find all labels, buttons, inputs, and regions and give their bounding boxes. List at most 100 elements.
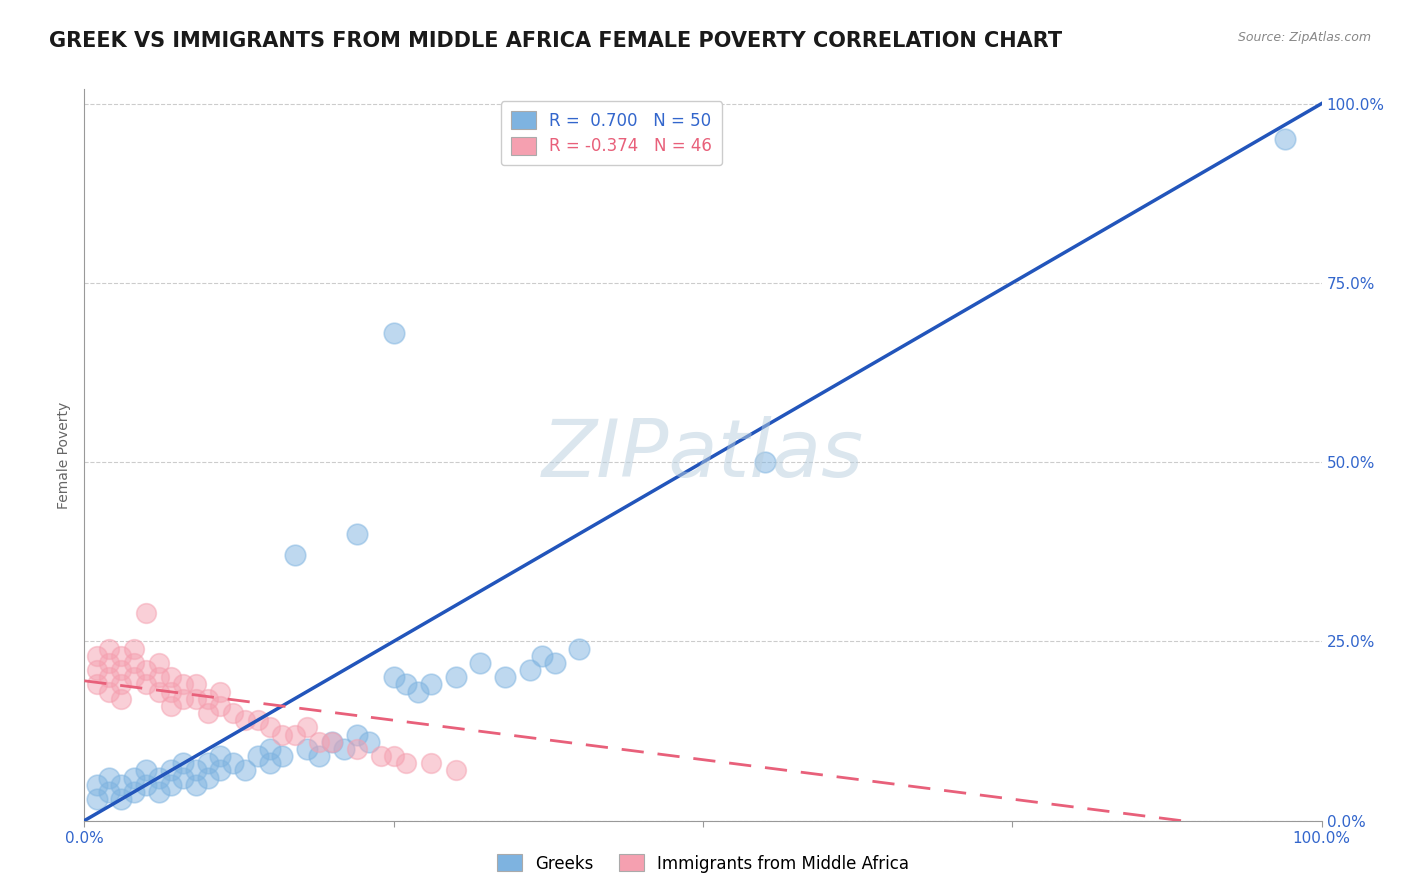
Point bbox=[122, 641, 145, 656]
Y-axis label: Female Poverty: Female Poverty bbox=[58, 401, 72, 508]
Point bbox=[246, 749, 269, 764]
Point bbox=[543, 656, 565, 670]
Point bbox=[259, 742, 281, 756]
Legend: Greeks, Immigrants from Middle Africa: Greeks, Immigrants from Middle Africa bbox=[491, 847, 915, 880]
Text: Source: ZipAtlas.com: Source: ZipAtlas.com bbox=[1237, 31, 1371, 45]
Point bbox=[98, 641, 121, 656]
Point bbox=[370, 749, 392, 764]
Point bbox=[308, 735, 330, 749]
Point bbox=[197, 691, 219, 706]
Point bbox=[346, 728, 368, 742]
Point bbox=[382, 670, 405, 684]
Point bbox=[98, 771, 121, 785]
Point bbox=[197, 771, 219, 785]
Point bbox=[122, 771, 145, 785]
Point bbox=[321, 735, 343, 749]
Point bbox=[160, 670, 183, 684]
Point bbox=[98, 656, 121, 670]
Point bbox=[122, 785, 145, 799]
Point bbox=[98, 684, 121, 698]
Point bbox=[160, 684, 183, 698]
Point bbox=[148, 785, 170, 799]
Text: GREEK VS IMMIGRANTS FROM MIDDLE AFRICA FEMALE POVERTY CORRELATION CHART: GREEK VS IMMIGRANTS FROM MIDDLE AFRICA F… bbox=[49, 31, 1063, 51]
Point bbox=[172, 756, 194, 771]
Point bbox=[382, 326, 405, 340]
Point bbox=[395, 677, 418, 691]
Point bbox=[295, 742, 318, 756]
Point bbox=[135, 764, 157, 778]
Point bbox=[110, 792, 132, 806]
Point bbox=[86, 677, 108, 691]
Point bbox=[184, 677, 207, 691]
Point bbox=[172, 691, 194, 706]
Point bbox=[197, 756, 219, 771]
Point bbox=[160, 698, 183, 713]
Point bbox=[110, 648, 132, 663]
Point bbox=[209, 698, 232, 713]
Point bbox=[395, 756, 418, 771]
Point bbox=[172, 771, 194, 785]
Point bbox=[357, 735, 380, 749]
Point bbox=[135, 606, 157, 620]
Point bbox=[308, 749, 330, 764]
Point bbox=[295, 720, 318, 734]
Point bbox=[209, 684, 232, 698]
Point bbox=[110, 691, 132, 706]
Point bbox=[86, 792, 108, 806]
Point bbox=[148, 771, 170, 785]
Point bbox=[259, 756, 281, 771]
Point bbox=[271, 749, 294, 764]
Point bbox=[754, 455, 776, 469]
Point bbox=[246, 713, 269, 727]
Point bbox=[321, 735, 343, 749]
Point bbox=[259, 720, 281, 734]
Point bbox=[494, 670, 516, 684]
Point bbox=[110, 677, 132, 691]
Point bbox=[148, 656, 170, 670]
Point bbox=[184, 691, 207, 706]
Point bbox=[122, 656, 145, 670]
Point bbox=[148, 670, 170, 684]
Point bbox=[160, 764, 183, 778]
Point bbox=[160, 778, 183, 792]
Point bbox=[346, 742, 368, 756]
Point bbox=[184, 764, 207, 778]
Point bbox=[98, 670, 121, 684]
Point bbox=[135, 677, 157, 691]
Point bbox=[568, 641, 591, 656]
Point bbox=[197, 706, 219, 720]
Point bbox=[408, 684, 430, 698]
Text: ZIPatlas: ZIPatlas bbox=[541, 416, 865, 494]
Point bbox=[444, 670, 467, 684]
Point bbox=[470, 656, 492, 670]
Point bbox=[233, 764, 256, 778]
Point bbox=[86, 778, 108, 792]
Point bbox=[382, 749, 405, 764]
Point bbox=[209, 764, 232, 778]
Legend: R =  0.700   N = 50, R = -0.374   N = 46: R = 0.700 N = 50, R = -0.374 N = 46 bbox=[501, 101, 723, 165]
Point bbox=[122, 670, 145, 684]
Point bbox=[519, 663, 541, 677]
Point bbox=[222, 706, 245, 720]
Point bbox=[110, 778, 132, 792]
Point bbox=[148, 684, 170, 698]
Point bbox=[98, 785, 121, 799]
Point bbox=[172, 677, 194, 691]
Point bbox=[86, 648, 108, 663]
Point bbox=[284, 728, 307, 742]
Point bbox=[209, 749, 232, 764]
Point bbox=[135, 778, 157, 792]
Point bbox=[222, 756, 245, 771]
Point bbox=[1274, 132, 1296, 146]
Point bbox=[531, 648, 554, 663]
Point bbox=[346, 526, 368, 541]
Point bbox=[284, 549, 307, 563]
Point bbox=[135, 663, 157, 677]
Point bbox=[444, 764, 467, 778]
Point bbox=[271, 728, 294, 742]
Point bbox=[110, 663, 132, 677]
Point bbox=[333, 742, 356, 756]
Point bbox=[184, 778, 207, 792]
Point bbox=[233, 713, 256, 727]
Point bbox=[86, 663, 108, 677]
